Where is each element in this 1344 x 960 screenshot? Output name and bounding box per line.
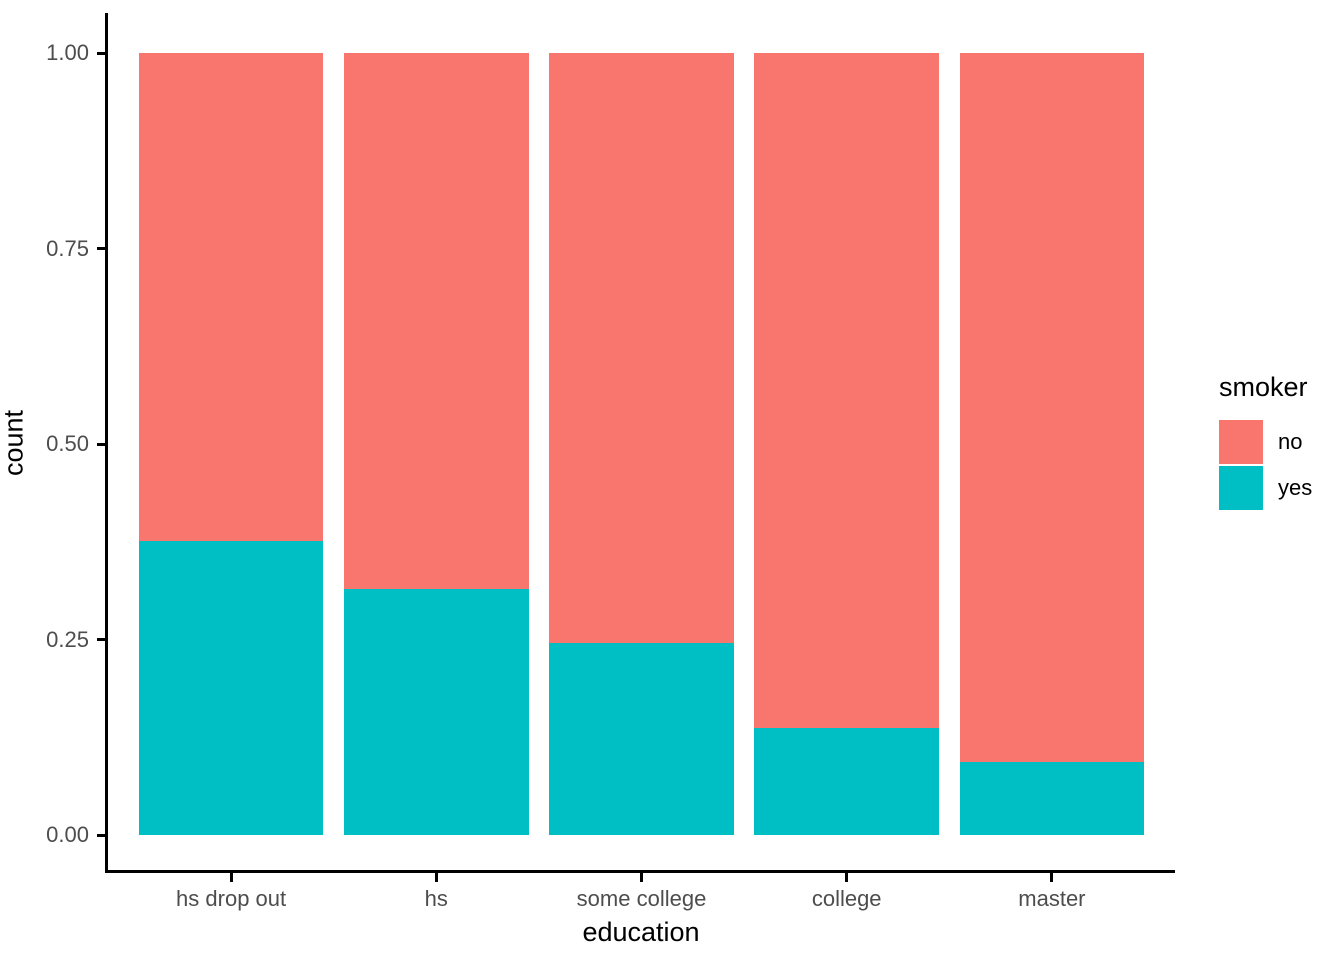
x-tick-label-master: master	[1018, 886, 1086, 911]
bar-segment-master-yes	[959, 762, 1145, 835]
legend-label-no: no	[1278, 429, 1303, 454]
x-tick-label-college: college	[811, 886, 882, 911]
x-tick-mark	[845, 873, 849, 882]
bar-segment-college-yes	[754, 727, 940, 835]
y-tick-label: 0.25	[46, 626, 89, 652]
bar-segment-college-no	[754, 53, 940, 728]
y-tick-mark	[97, 638, 106, 641]
legend-items: no yes	[1219, 420, 1339, 510]
x-tick-mark	[434, 873, 438, 882]
y-tick-mark	[97, 247, 106, 250]
y-tick-mark	[97, 833, 106, 837]
y-tick-mark	[97, 442, 106, 446]
y-tick-label: 1.00	[46, 40, 89, 65]
y-tick-label: 0.75	[46, 235, 89, 261]
bar-segment-hs-drop-out-no	[138, 53, 324, 541]
y-tick-mark	[97, 51, 106, 55]
bar-segment-hs-drop-out-yes	[138, 541, 324, 835]
legend: smoker no yes	[1219, 372, 1339, 512]
x-tick-mark	[640, 873, 643, 882]
bar-segment-some-college-no	[549, 53, 734, 644]
x-axis-title: education	[582, 917, 700, 947]
y-tick-label: 0.50	[46, 431, 89, 456]
legend-item-no: no	[1219, 420, 1339, 464]
legend-item-yes: yes	[1219, 466, 1339, 510]
legend-swatch-no	[1219, 420, 1263, 464]
x-tick-label-some-college: some college	[576, 886, 707, 911]
plot-panel	[105, 13, 1175, 873]
y-tick-label: 0.00	[46, 822, 89, 847]
bar-segment-some-college-yes	[549, 643, 734, 835]
x-tick-mark	[229, 873, 233, 882]
x-tick-mark	[1050, 873, 1054, 882]
legend-label-yes: yes	[1278, 475, 1313, 500]
legend-swatch-yes	[1219, 466, 1263, 510]
bar-segment-hs-yes	[344, 588, 529, 835]
y-axis-title: count	[0, 409, 29, 477]
bar-segment-hs-no	[344, 53, 529, 589]
x-tick-label-hs: hs	[424, 886, 448, 911]
legend-title: smoker	[1219, 372, 1308, 402]
x-tick-label-hs-drop-out: hs drop out	[176, 886, 287, 911]
bar-segment-master-no	[959, 53, 1145, 763]
